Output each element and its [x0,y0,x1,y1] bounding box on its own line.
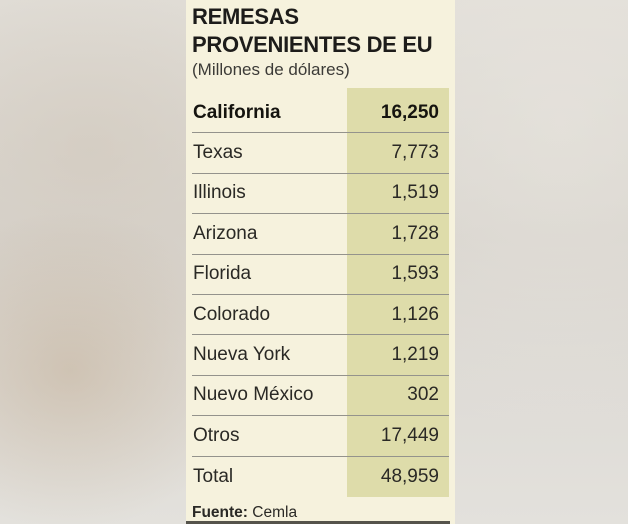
chart-subtitle: (Millones de dólares) [192,60,350,79]
source-value: Cemla [252,504,298,521]
table-row: Colorado 1,126 [192,295,449,336]
state-label: Arizona [193,222,258,244]
state-label: California [193,101,281,123]
state-label: Nueva York [193,344,291,366]
value-cell: 7,773 [391,142,439,164]
state-label: Otros [193,424,240,446]
table-row: Nuevo México 302 [192,376,449,417]
value-cell: 1,219 [391,344,439,366]
table-row: Otros 17,449 [192,416,449,457]
table-row: Texas 7,773 [192,133,449,174]
state-label: Colorado [193,303,271,325]
table-row: Illinois 1,519 [192,174,449,215]
value-cell: 1,126 [391,303,439,325]
value-cell: 1,728 [391,222,439,244]
source-note: Fuente: Cemla [192,504,297,522]
table-row: California 16,250 [192,93,449,134]
value-cell: 1,519 [391,182,439,204]
state-label: Total [193,465,234,487]
table-row: Total 48,959 [192,457,449,497]
value-cell: 48,959 [380,465,439,487]
source-label: Fuente: [192,504,248,521]
bottom-crop-bar [186,521,450,524]
value-cell: 17,449 [380,424,439,446]
state-label: Illinois [193,182,246,204]
table-row: Arizona 1,728 [192,214,449,255]
remittances-table: California 16,250 Texas 7,773 Illinois 1… [192,93,449,497]
state-label: Nuevo México [193,384,314,406]
value-cell: 1,593 [391,263,439,285]
chart-title: REMESAS PROVENIENTES DE EU [192,4,433,57]
value-column-background [347,88,449,497]
state-label: Texas [193,142,243,164]
value-cell: 16,250 [380,101,439,123]
table-row: Nueva York 1,219 [192,335,449,376]
infographic-panel: REMESAS PROVENIENTES DE EU (Millones de … [186,0,455,524]
value-cell: 302 [407,384,439,406]
state-label: Florida [193,263,252,285]
table-row: Florida 1,593 [192,255,449,295]
